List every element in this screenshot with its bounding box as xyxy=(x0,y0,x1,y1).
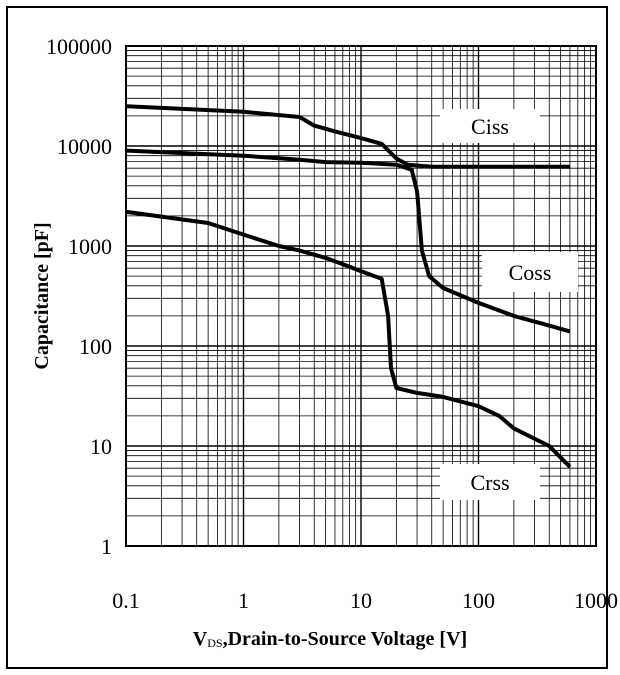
series-label-box-ciss xyxy=(440,109,540,143)
y-tick-label: 1 xyxy=(101,534,112,559)
x-tick-label: 10 xyxy=(350,588,372,613)
x-axis-label-main: ,Drain-to-Source Voltage [V] xyxy=(223,628,468,650)
series-line-coss xyxy=(125,148,571,334)
series-label-crss: Crss xyxy=(470,470,509,495)
x-tick-labels: 0.1 1 10 100 1000 xyxy=(112,588,618,613)
y-tick-label: 100 xyxy=(79,334,112,359)
series-label-ciss: Ciss xyxy=(471,114,509,139)
y-tick-label: 100000 xyxy=(46,34,112,59)
series-label-box-coss xyxy=(482,252,578,292)
x-axis-label-subscript: DS xyxy=(207,636,222,650)
plot-border xyxy=(125,45,597,547)
series-label-coss: Coss xyxy=(509,260,552,285)
y-tick-label: 1000 xyxy=(68,234,112,259)
chart-frame xyxy=(6,6,608,669)
y-tick-labels: 100000 10000 1000 100 10 1 xyxy=(46,34,112,559)
x-axis-label-prefix: V xyxy=(193,628,208,650)
series-line-ciss xyxy=(125,104,570,169)
series-label-box-crss xyxy=(440,464,540,500)
series-line-crss xyxy=(125,209,572,469)
y-tick-label: 10000 xyxy=(57,134,112,159)
series-labels: Ciss Coss Crss xyxy=(440,109,578,500)
x-tick-label: 0.1 xyxy=(112,588,140,613)
y-tick-label: 10 xyxy=(90,434,112,459)
x-tick-label: 1 xyxy=(238,588,249,613)
x-axis-label: VDS,Drain-to-Source Voltage [V] xyxy=(193,628,467,650)
x-tick-label: 1000 xyxy=(574,588,618,613)
curves xyxy=(125,104,572,469)
y-axis-label: Capacitance [pF] xyxy=(31,222,53,369)
x-tick-label: 100 xyxy=(462,588,495,613)
